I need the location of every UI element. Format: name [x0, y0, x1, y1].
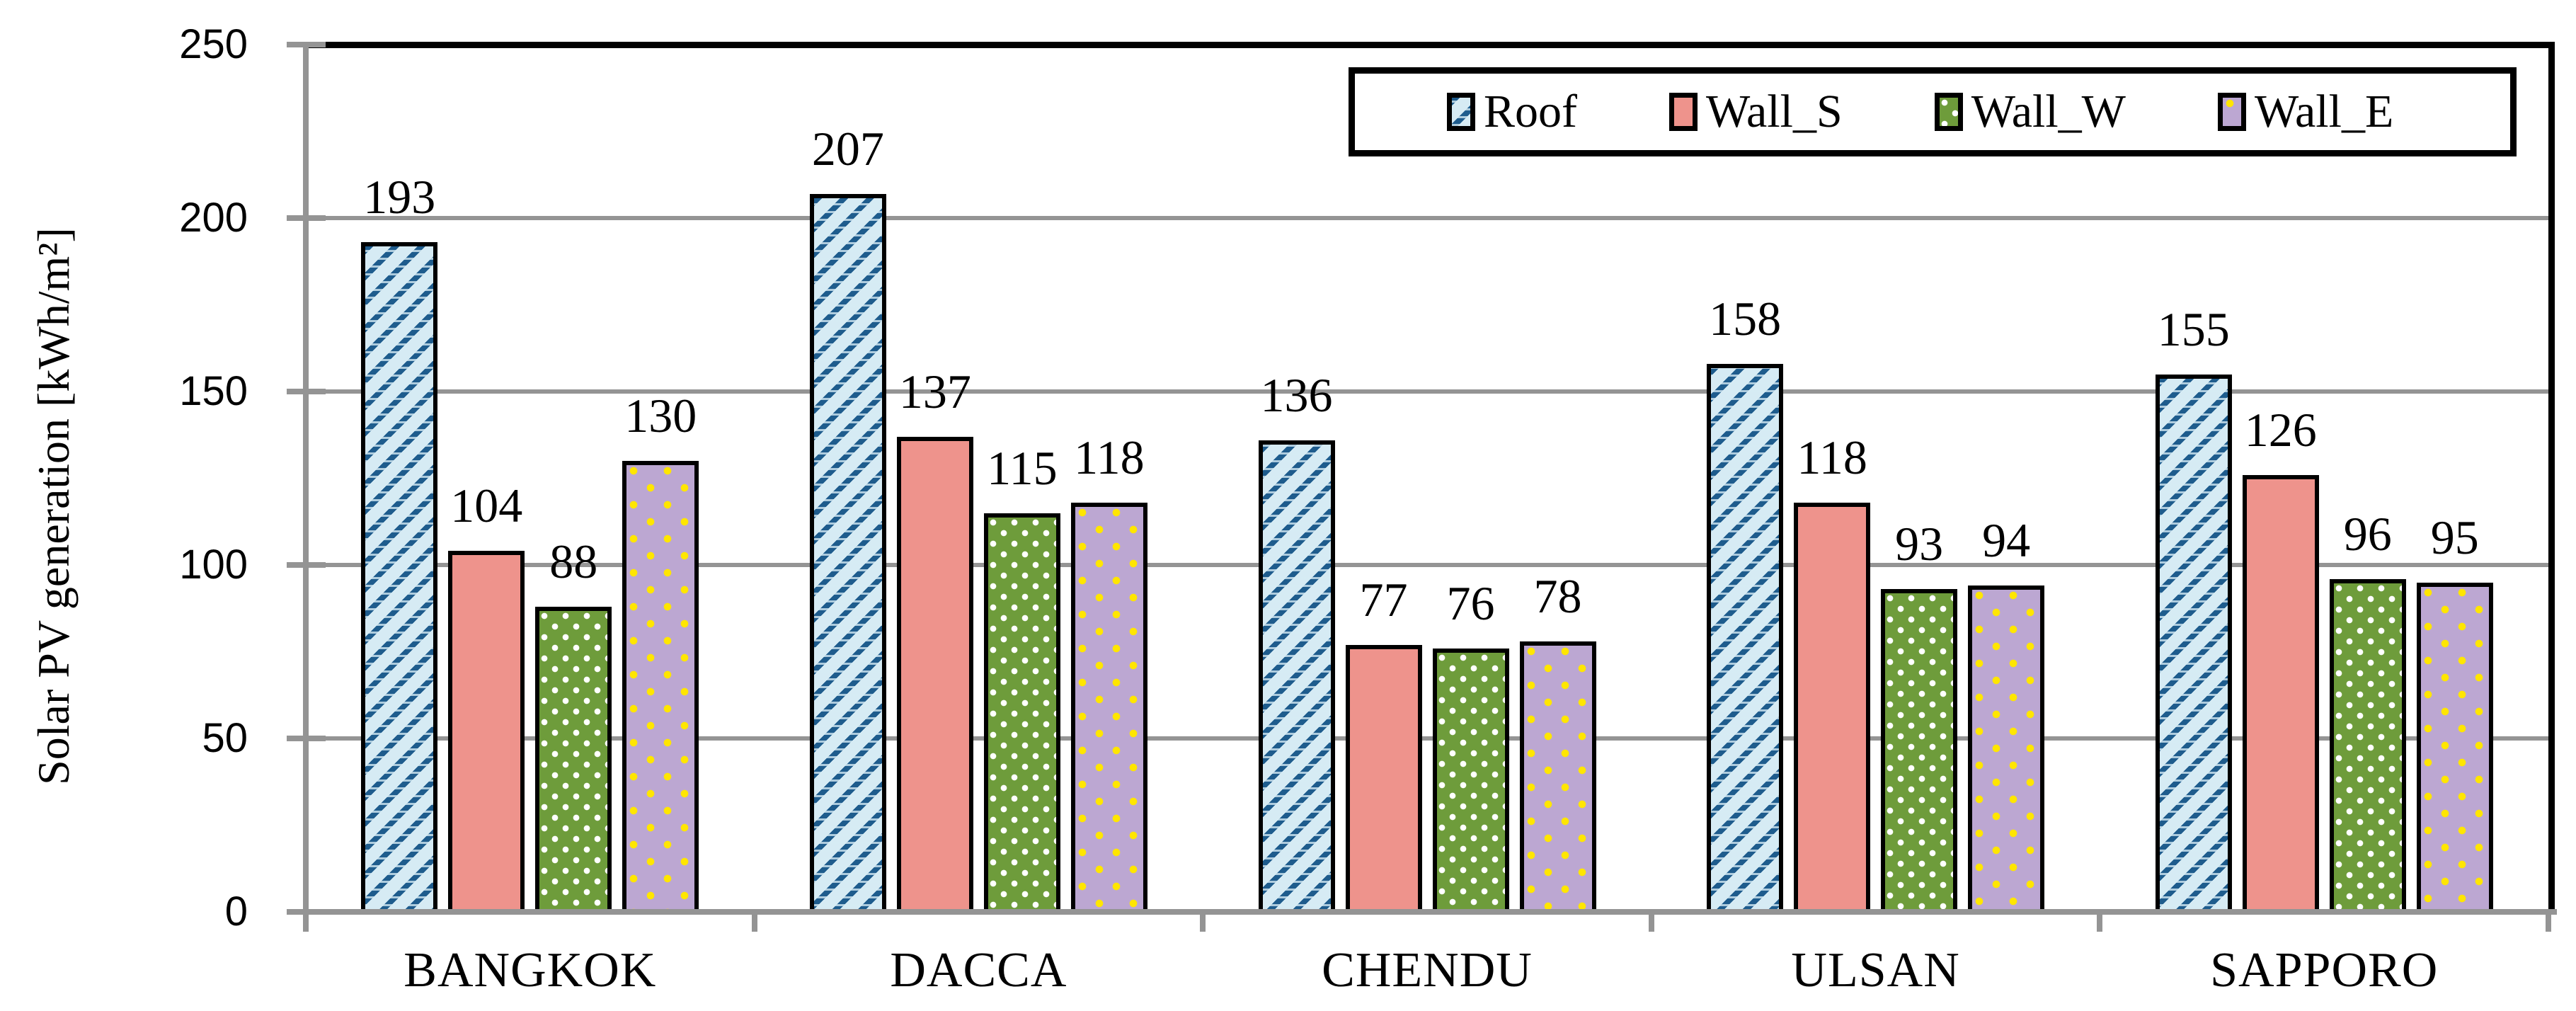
legend-item-roof: Roof [1447, 85, 1577, 139]
bar-wall_e-chendu [1519, 641, 1596, 914]
data-label-roof-bangkok: 193 [363, 170, 436, 224]
data-label-wall_e-chendu: 78 [1533, 569, 1582, 623]
legend-swatch-wall_w [1934, 92, 1963, 131]
legend-label-wall_e: Wall_E [2254, 86, 2394, 138]
legend-swatch-wall_e [2217, 92, 2246, 131]
x-tick [751, 909, 757, 932]
bar-wall_e-bangkok [622, 461, 699, 914]
y-axis-title: Solar PV generation [kWh/m²] [28, 227, 79, 785]
bar-wall_w-sapporo [2329, 578, 2406, 914]
x-tick [2546, 909, 2551, 932]
y-tick-label: 50 [202, 715, 248, 761]
legend-swatch-wall_s [1669, 92, 1698, 131]
y-tick-label: 100 [179, 542, 248, 588]
y-tick-label: 200 [179, 195, 248, 241]
category-label-sapporo: SAPPORO [2210, 943, 2439, 998]
x-tick [303, 909, 309, 932]
category-label-ulsan: ULSAN [1791, 943, 1960, 998]
chart-top-border [303, 42, 2555, 48]
bar-wall_s-sapporo [2242, 474, 2319, 914]
chart-right-border [2548, 42, 2555, 912]
data-label-wall_e-sapporo: 95 [2430, 510, 2479, 564]
bar-wall_w-ulsan [1881, 589, 1958, 914]
data-label-roof-ulsan: 158 [1709, 291, 1782, 345]
data-label-wall_s-dacca: 137 [898, 364, 971, 418]
bar-wall_s-dacca [896, 436, 973, 914]
data-label-wall_w-sapporo: 96 [2343, 506, 2392, 561]
bar-wall_s-bangkok [448, 551, 525, 914]
bar-roof-dacca [809, 193, 886, 914]
legend-item-wall_s: Wall_S [1669, 85, 1843, 139]
y-axis-line [303, 42, 309, 927]
data-label-wall_e-bangkok: 130 [624, 389, 697, 442]
bar-roof-bangkok [361, 242, 438, 914]
bar-wall_w-chendu [1432, 648, 1509, 914]
x-tick [2097, 909, 2103, 932]
category-label-chendu: CHENDU [1322, 943, 1533, 998]
gridline [288, 216, 2551, 220]
bar-wall_s-chendu [1345, 644, 1422, 914]
data-label-roof-chendu: 136 [1260, 367, 1333, 422]
bar-roof-ulsan [1707, 363, 1784, 914]
gridline [288, 389, 2551, 394]
legend-label-wall_w: Wall_W [1971, 86, 2126, 138]
legend-swatch-roof [1447, 92, 1475, 131]
x-tick [1648, 909, 1654, 932]
data-label-roof-sapporo: 155 [2157, 302, 2230, 356]
legend-item-wall_w: Wall_W [1934, 85, 2126, 139]
bar-roof-chendu [1258, 440, 1335, 914]
bar-wall_e-dacca [1070, 502, 1147, 914]
data-label-roof-dacca: 207 [811, 121, 884, 176]
gridline [288, 563, 2551, 567]
data-label-wall_s-chendu: 77 [1359, 572, 1408, 627]
bar-wall_e-ulsan [1968, 586, 2045, 914]
y-tick-label: 250 [179, 21, 248, 67]
data-label-wall_s-ulsan: 118 [1797, 430, 1867, 484]
bar-wall_w-dacca [983, 513, 1060, 914]
data-label-wall_e-dacca: 118 [1074, 430, 1145, 484]
legend-item-wall_e: Wall_E [2217, 85, 2394, 139]
data-label-wall_s-bangkok: 104 [450, 479, 523, 533]
bar-wall_w-bangkok [535, 606, 612, 914]
data-label-wall_s-sapporo: 126 [2244, 402, 2317, 457]
x-tick [1200, 909, 1206, 932]
bar-wall_e-sapporo [2416, 582, 2493, 914]
data-label-wall_e-ulsan: 94 [1982, 513, 2031, 568]
category-label-dacca: DACCA [890, 943, 1067, 998]
data-label-wall_w-ulsan: 93 [1895, 517, 1944, 571]
data-label-wall_w-bangkok: 88 [549, 534, 598, 588]
y-tick-label: 0 [224, 889, 248, 935]
category-label-bangkok: BANGKOK [403, 943, 657, 998]
bar-wall_s-ulsan [1794, 502, 1871, 914]
data-label-wall_w-chendu: 76 [1446, 576, 1495, 630]
legend-label-roof: Roof [1484, 86, 1577, 138]
bar-roof-sapporo [2155, 374, 2232, 914]
x-axis-line [288, 909, 2557, 915]
y-tick-label: 150 [179, 368, 248, 414]
legend: Roof Wall_S Wall_W Wall_E [1349, 67, 2517, 156]
data-label-wall_w-dacca: 115 [987, 440, 1058, 495]
legend-label-wall_s: Wall_S [1706, 86, 1843, 138]
